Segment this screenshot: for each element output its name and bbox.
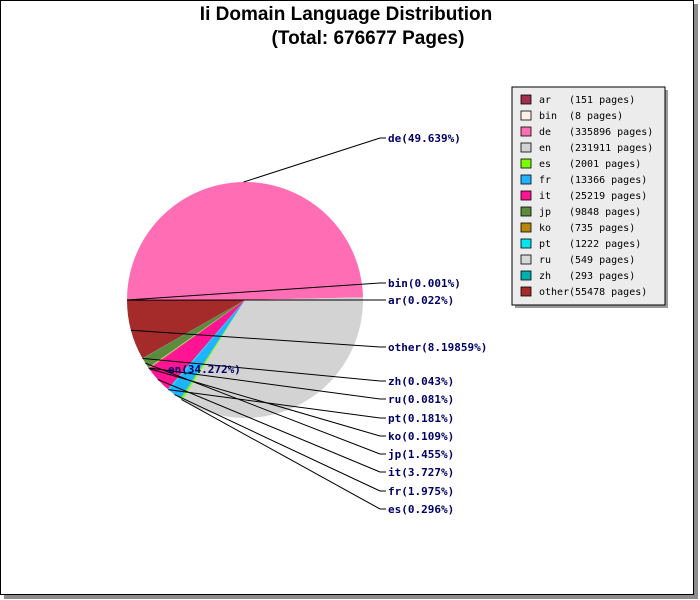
slice-label-de: de(49.639%) (388, 132, 461, 145)
slice-label-other: other(8.19859%) (388, 341, 487, 354)
slice-labels: de(49.639%) en(34.272%) es(0.296%) fr(1.975… (168, 132, 487, 516)
legend-name-other: other (539, 287, 569, 298)
legend-pages-fr: (13366 pages) (569, 175, 647, 186)
legend-swatch-en (520, 142, 532, 153)
pie-slice-pt (167, 300, 245, 391)
legend-pages-de: (335896 pages) (569, 127, 653, 138)
legend-name-fr: fr (539, 175, 551, 186)
leader-line-pt (168, 389, 381, 419)
pie-slice-it (149, 300, 245, 390)
leader-line-zh (142, 357, 381, 382)
legend-pages-en: (231911 pages) (569, 143, 653, 154)
legend-pages-es: (2001 pages) (569, 159, 641, 170)
slice-label-ko: ko(0.109%) (388, 430, 454, 443)
legend-pages-ko: (735 pages) (569, 223, 635, 234)
pie-slice-fr (168, 300, 245, 399)
slice-label-it: it(3.727%) (388, 466, 454, 479)
slice-label-bin: bin(0.001%) (388, 277, 461, 290)
legend-name-jp: jp (539, 207, 551, 218)
legend-box (511, 86, 666, 306)
leader-line-ru (148, 367, 381, 400)
legend-name-pt: pt (539, 239, 551, 250)
legend-name-bin: bin (539, 111, 557, 122)
pie-slice-en (182, 297, 364, 418)
pie-slice-jp (142, 300, 245, 368)
leader-line-it (157, 379, 381, 473)
legend-pages-it: (25219 pages) (569, 191, 647, 202)
chart-title: Ii Domain Language Distribution (199, 4, 493, 25)
slice-label-fr: fr(1.975%) (388, 485, 454, 498)
legend-name-de: de (539, 127, 551, 138)
legend-swatch-ko (520, 222, 532, 233)
legend-name-ru: ru (539, 255, 551, 266)
legend-name-it: it (539, 191, 551, 202)
leader-line-de (243, 137, 381, 183)
legend-swatch-jp (520, 206, 532, 217)
slice-label-pt: pt(0.181%) (388, 412, 454, 425)
leader-lines (126, 137, 386, 510)
legend-pages-other: (55478 pages) (569, 287, 647, 298)
legend-swatch-ar (520, 94, 532, 105)
pie-slice-de (127, 181, 363, 300)
leader-line-es (181, 398, 381, 510)
legend-swatch-es (520, 158, 532, 169)
legend-swatch-it (520, 190, 532, 201)
legend-name-ar: ar (539, 95, 551, 106)
legend-pages-ru: (549 pages) (569, 255, 635, 266)
legend-name-zh: zh (539, 271, 551, 282)
legend-pages-jp: (9848 pages) (569, 207, 641, 218)
pie-slice-zh (142, 300, 245, 359)
legend-pages-bin: (8 pages) (569, 111, 623, 122)
legend-name-en: en (539, 143, 551, 154)
legend-swatch-bin (520, 110, 532, 121)
legend-name-es: es (539, 159, 551, 170)
chart-subtitle: (Total: 676677 Pages) (271, 28, 465, 49)
slice-label-jp: jp(1.455%) (388, 448, 454, 461)
slice-label-ar: ar(0.022%) (388, 294, 454, 307)
leader-line-jp (145, 362, 381, 455)
slice-label-es: es(0.296%) (388, 503, 454, 516)
leader-line-other (130, 329, 381, 348)
pie-slice-other (127, 300, 245, 359)
pie-slices (126, 181, 364, 418)
legend-pages-ar: (151 pages) (569, 95, 635, 106)
legend-swatch-ru (520, 254, 532, 265)
legend-swatch-pt (520, 238, 532, 249)
legend: ar (151 pages) bin (8 pages) de (335896 pages… (511, 86, 668, 308)
legend-swatch-fr (520, 174, 532, 185)
pie-slice-ru (148, 300, 245, 369)
legend-name-ko: ko (539, 223, 551, 234)
slice-label-ru: ru(0.081%) (388, 393, 454, 406)
pie-slice-es (180, 300, 245, 400)
leader-line-fr (174, 394, 381, 492)
slice-label-en: en(34.272%) (168, 363, 241, 376)
slice-label-zh: zh(0.043%) (388, 375, 454, 388)
legend-swatch-other (520, 286, 532, 297)
legend-pages-pt: (1222 pages) (569, 239, 641, 250)
leader-line-bin (126, 282, 381, 301)
legend-swatch-zh (520, 270, 532, 281)
legend-swatch-de (520, 126, 532, 137)
legend-pages-zh: (293 pages) (569, 271, 635, 282)
